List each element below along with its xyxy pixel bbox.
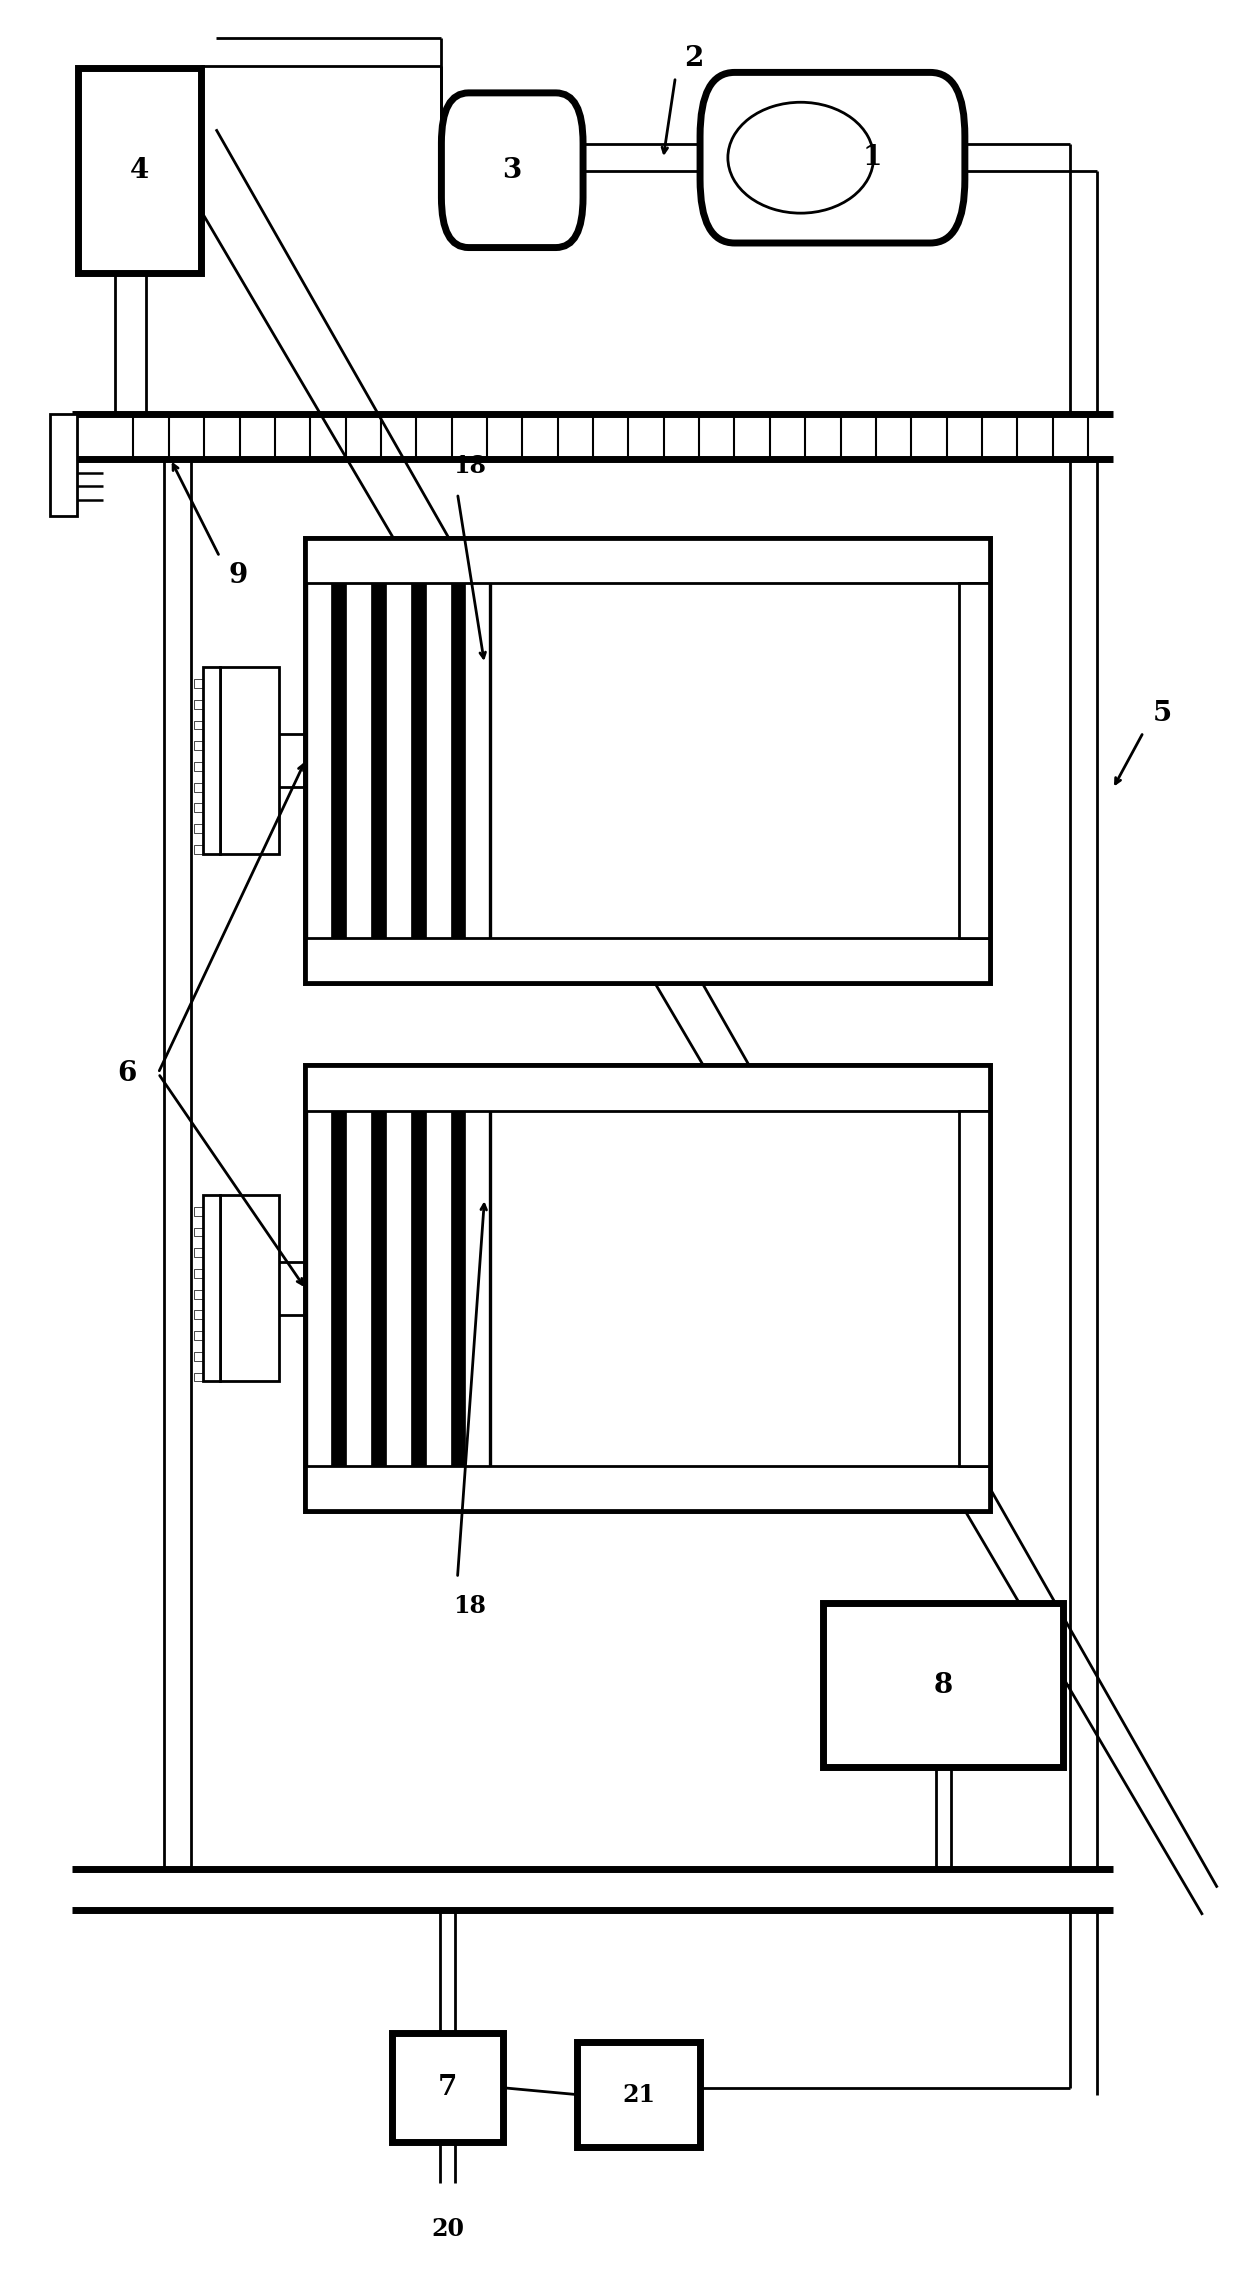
Text: 8: 8 <box>934 1671 952 1699</box>
Bar <box>823 1603 1064 1767</box>
Bar <box>195 1290 216 1299</box>
Bar <box>78 68 201 272</box>
Text: 1: 1 <box>863 144 882 171</box>
Bar <box>306 539 491 982</box>
Bar <box>195 824 216 833</box>
Bar <box>195 1249 216 1258</box>
Bar <box>306 1066 491 1509</box>
Text: 18: 18 <box>454 454 486 477</box>
Bar <box>392 2034 503 2141</box>
Bar <box>331 562 346 961</box>
Bar <box>331 1089 346 1489</box>
Text: 7: 7 <box>438 2075 458 2100</box>
Bar <box>195 701 216 708</box>
FancyBboxPatch shape <box>441 94 583 247</box>
Text: 9: 9 <box>228 562 248 589</box>
Bar <box>306 938 990 982</box>
Bar <box>221 667 279 854</box>
Bar <box>195 804 216 813</box>
Text: 18: 18 <box>454 1594 486 1619</box>
Bar <box>50 413 77 516</box>
Bar <box>203 1194 221 1381</box>
Text: 3: 3 <box>502 158 522 183</box>
Bar <box>195 721 216 731</box>
Bar <box>195 1208 216 1217</box>
Bar <box>195 1269 216 1278</box>
Bar <box>306 539 990 982</box>
Bar <box>195 783 216 792</box>
Text: 6: 6 <box>118 1059 138 1087</box>
Bar <box>410 562 425 961</box>
Bar <box>195 763 216 772</box>
Bar <box>195 680 216 687</box>
Bar <box>959 582 990 938</box>
Text: 21: 21 <box>622 2082 655 2107</box>
Bar <box>450 1089 465 1489</box>
Bar <box>450 562 465 961</box>
Text: 2: 2 <box>684 46 703 73</box>
Bar <box>371 1089 386 1489</box>
Text: 5: 5 <box>1152 701 1172 728</box>
Bar <box>306 539 990 582</box>
FancyBboxPatch shape <box>701 73 965 242</box>
Bar <box>195 1352 216 1361</box>
Bar <box>221 1194 279 1381</box>
Bar <box>203 667 221 854</box>
Bar <box>195 1228 216 1237</box>
Bar <box>306 1066 990 1112</box>
Bar <box>195 845 216 854</box>
Text: 20: 20 <box>432 2217 464 2242</box>
Bar <box>195 1310 216 1320</box>
Bar <box>410 1089 425 1489</box>
Bar <box>195 1331 216 1340</box>
Text: 4: 4 <box>130 158 149 183</box>
Bar <box>959 1112 990 1466</box>
Bar <box>371 562 386 961</box>
Bar <box>306 1066 990 1509</box>
Bar <box>195 1372 216 1381</box>
Bar <box>195 742 216 751</box>
Bar <box>577 2043 701 2146</box>
Bar <box>306 1466 990 1509</box>
